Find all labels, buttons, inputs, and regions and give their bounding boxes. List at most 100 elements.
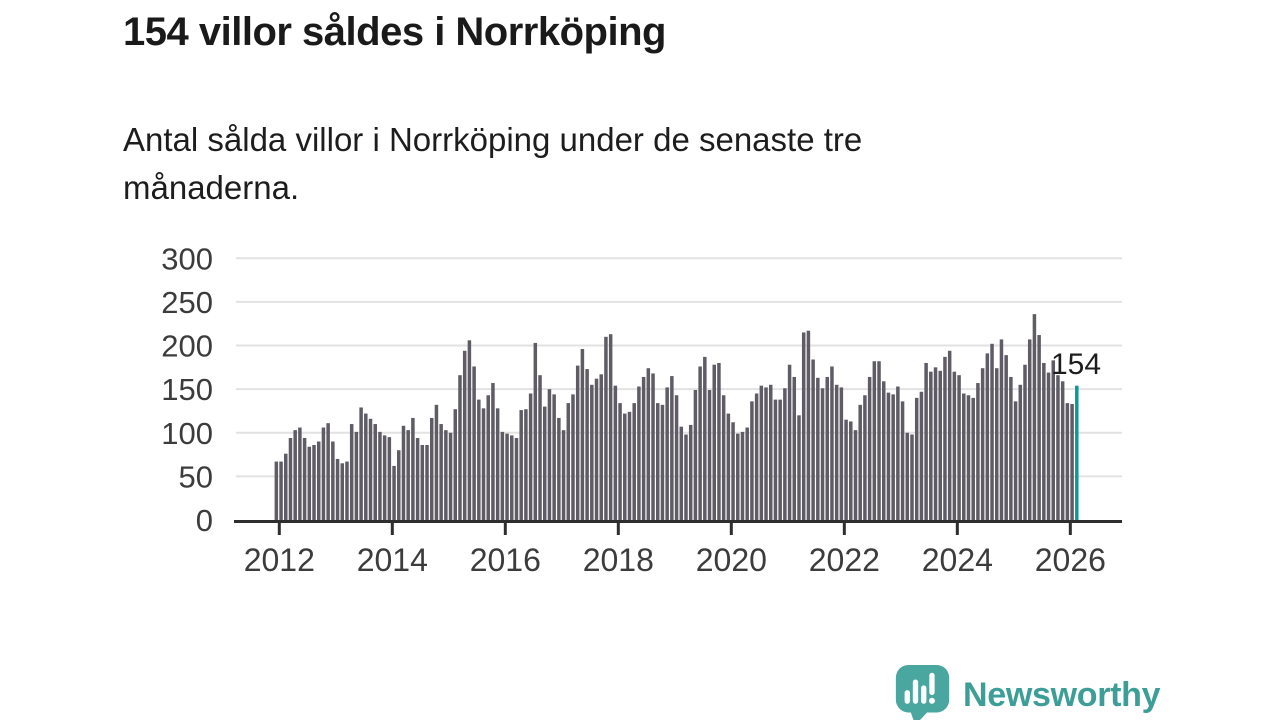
bar (1051, 360, 1055, 520)
bar (703, 356, 707, 520)
page-title: 154 villor såldes i Norrköping (123, 10, 666, 54)
bar (349, 424, 354, 520)
bar (340, 463, 345, 520)
bar (382, 435, 387, 520)
bar (448, 432, 453, 520)
bar (312, 444, 316, 520)
bar (853, 430, 858, 520)
bar (627, 411, 632, 520)
newsworthy-logo: Newsworthy (893, 664, 1161, 720)
bar (434, 404, 439, 520)
bar (345, 461, 349, 520)
bar (877, 361, 881, 520)
bar (420, 444, 425, 520)
bar (462, 350, 467, 520)
bar (787, 364, 792, 520)
bar (783, 388, 787, 520)
x-tick-label: 2012 (244, 542, 315, 578)
y-tick-label: 150 (161, 372, 213, 407)
bar (387, 437, 392, 520)
bar (444, 430, 448, 520)
bar (608, 334, 613, 520)
bar (335, 458, 340, 520)
bar (707, 390, 712, 520)
bar (641, 376, 646, 520)
bar (985, 353, 990, 520)
bar (307, 446, 312, 520)
bar (674, 395, 679, 520)
bar (750, 401, 754, 520)
bar (665, 387, 669, 520)
bar (844, 419, 848, 520)
bar (745, 427, 749, 520)
bar (655, 403, 660, 520)
bar (326, 423, 330, 520)
bar (1060, 381, 1065, 520)
bar (1056, 375, 1060, 520)
bar (1042, 362, 1046, 520)
bar (905, 432, 910, 520)
bar (505, 433, 509, 520)
bar (302, 438, 307, 520)
bar (1065, 403, 1070, 520)
bar (721, 395, 726, 520)
bar (943, 356, 947, 520)
bar (693, 390, 698, 520)
bar (801, 332, 806, 520)
bar (773, 399, 778, 520)
bar (425, 444, 429, 520)
bar (933, 367, 938, 520)
bar (491, 383, 495, 520)
bar (538, 375, 542, 520)
bar (599, 374, 603, 520)
bar (830, 366, 834, 520)
bar (368, 418, 373, 520)
bar (872, 361, 877, 520)
bar (1046, 372, 1051, 520)
bar (566, 403, 571, 520)
bar (863, 395, 867, 520)
bar (778, 399, 782, 520)
bar (321, 427, 326, 520)
bar (797, 415, 801, 520)
brand-name: Newsworthy (963, 675, 1161, 714)
bar (938, 370, 942, 520)
bar (1013, 401, 1018, 520)
bar (1023, 364, 1027, 520)
bar (731, 422, 735, 520)
bars (274, 314, 1079, 520)
bar (561, 430, 566, 520)
bar (816, 377, 820, 520)
bar (698, 366, 702, 520)
bar (594, 378, 599, 520)
bar (288, 438, 293, 520)
bar (834, 384, 839, 520)
bar (580, 349, 585, 520)
bar (740, 431, 745, 520)
bar (547, 389, 552, 520)
bar (1032, 314, 1037, 520)
bar (477, 399, 481, 520)
bar (411, 417, 415, 520)
bar (557, 417, 561, 520)
bar (806, 330, 811, 520)
chart-subtitle: Antal sålda villor i Norrköping under de… (123, 121, 863, 206)
x-tick-label: 2016 (470, 542, 541, 578)
bar (298, 427, 302, 520)
bar (401, 425, 406, 520)
bar (839, 387, 844, 520)
bar (825, 376, 829, 520)
bar (924, 362, 928, 520)
bar (571, 394, 575, 520)
bar (1027, 339, 1032, 520)
bar (585, 369, 589, 520)
y-tick-label: 100 (161, 416, 213, 451)
bar (486, 395, 490, 520)
bar (919, 391, 924, 520)
bar (717, 362, 721, 520)
bar (754, 393, 759, 520)
bar (392, 465, 396, 520)
bar (279, 461, 283, 520)
